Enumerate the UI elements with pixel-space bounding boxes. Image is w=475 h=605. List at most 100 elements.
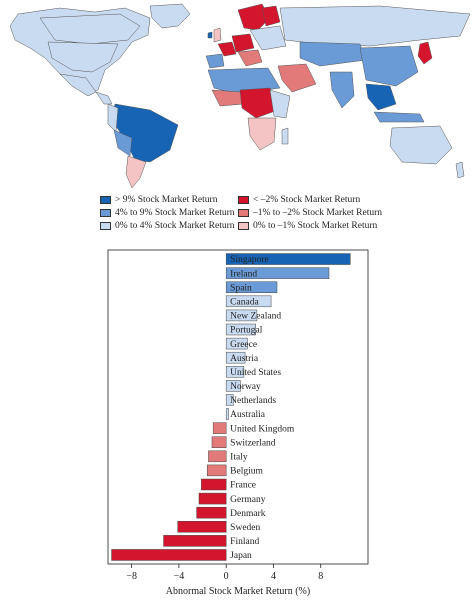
bar-label: Norway xyxy=(230,382,261,392)
bar xyxy=(225,295,272,308)
bar-chart-svg: Singapore Ireland Spain Canada New Zealand Po… xyxy=(107,249,369,597)
country-southern-africa xyxy=(247,117,277,151)
legend-item: 4% to 9% Stock Market Return xyxy=(100,208,235,218)
country-iberia xyxy=(205,53,225,69)
country-russia xyxy=(279,5,471,47)
country-peru-bolivia xyxy=(113,129,133,157)
bar-label: United States xyxy=(230,368,281,378)
country-south-america-west xyxy=(107,103,119,133)
legend-swatch xyxy=(100,196,111,204)
country-southeast-asia xyxy=(365,83,397,111)
country-madagascar xyxy=(281,127,289,145)
map-legend: > 9% Stock Market Return < –2% Stock Mark… xyxy=(0,195,475,237)
bar-label: Netherlands xyxy=(230,396,276,406)
bar xyxy=(225,394,234,406)
bar xyxy=(111,549,227,561)
country-argentina-chile xyxy=(125,155,147,189)
x-tick-label: 0 xyxy=(224,571,229,582)
x-tick-label: 8 xyxy=(318,571,323,582)
bar xyxy=(225,281,278,293)
bar-label: France xyxy=(230,481,256,491)
legend-item: > 9% Stock Market Return xyxy=(100,195,217,205)
bar-chart: Singapore Ireland Spain Canada New Zealand Po… xyxy=(0,240,475,600)
bar-label: Finland xyxy=(230,537,259,547)
bar xyxy=(225,323,256,336)
country-scandinavia xyxy=(237,3,271,31)
country-central-europe xyxy=(231,33,255,53)
bar xyxy=(225,267,330,279)
legend-item: 0% to –1% Stock Market Return xyxy=(238,221,377,231)
legend-label: 0% to 4% Stock Market Return xyxy=(115,221,235,231)
bar-label: Spain xyxy=(230,283,252,293)
x-tick-label: −8 xyxy=(126,571,137,582)
country-france xyxy=(217,41,237,57)
country-italy-balkans xyxy=(237,49,263,67)
bar xyxy=(225,253,351,265)
country-greenland xyxy=(149,3,191,29)
country-indonesia xyxy=(373,111,425,123)
bar xyxy=(225,309,258,322)
legend-swatch xyxy=(238,222,249,230)
bar-label: Singapore xyxy=(230,255,269,265)
bar xyxy=(208,450,227,463)
country-india xyxy=(329,71,355,109)
legend-swatch xyxy=(238,209,249,217)
bar xyxy=(201,478,227,491)
bar-label: Japan xyxy=(230,551,252,561)
plot-frame xyxy=(107,249,369,565)
bar-label: Denmark xyxy=(230,509,266,519)
bar-label: United Kingdom xyxy=(230,424,295,434)
bar xyxy=(163,535,227,547)
legend-swatch xyxy=(100,222,111,230)
bar-label: Sweden xyxy=(230,523,260,533)
country-central-africa xyxy=(239,87,279,119)
world-map-svg xyxy=(9,3,471,189)
bar xyxy=(196,506,227,519)
country-eastern-europe xyxy=(249,25,287,51)
bar xyxy=(207,464,227,477)
legend-swatch xyxy=(100,209,111,217)
bar-label: Austria xyxy=(230,354,259,364)
bar-label: Germany xyxy=(230,495,266,505)
bar xyxy=(212,422,227,434)
bar xyxy=(211,436,227,448)
country-central-america xyxy=(95,91,113,105)
legend-item: < –2% Stock Market Return xyxy=(238,195,360,205)
legend-label: > 9% Stock Market Return xyxy=(115,195,218,205)
bar-label: Canada xyxy=(230,298,259,308)
legend-label: 0% to –1% Stock Market Return xyxy=(253,221,378,231)
country-china xyxy=(359,45,419,87)
legend-swatch xyxy=(238,196,249,204)
legend-label: < –2% Stock Market Return xyxy=(253,195,361,205)
bar xyxy=(225,366,245,378)
legend-label: 4% to 9% Stock Market Return xyxy=(115,208,235,218)
country-united-states-region xyxy=(47,41,119,73)
bar xyxy=(177,521,227,533)
legend-label: –1% to –2% Stock Market Return xyxy=(253,208,383,218)
bar xyxy=(225,380,241,392)
legend-item: –1% to –2% Stock Market Return xyxy=(238,208,382,218)
country-middle-east xyxy=(277,63,317,93)
bar-label: Ireland xyxy=(230,269,257,279)
country-finland xyxy=(261,5,281,27)
country-south-america-east xyxy=(111,103,179,163)
country-australia xyxy=(389,125,453,165)
bar xyxy=(225,351,246,364)
country-central-asia xyxy=(299,41,367,67)
x-axis-label: Abnormal Stock Market Return (%) xyxy=(166,586,310,597)
country-japan xyxy=(417,41,433,65)
country-mexico xyxy=(59,73,97,97)
country-ireland xyxy=(207,31,213,39)
bar-label: Switzerland xyxy=(230,438,276,448)
country-west-africa xyxy=(211,89,245,107)
bar-label: Australia xyxy=(230,410,266,420)
bar xyxy=(198,492,227,505)
country-uk xyxy=(213,27,222,43)
legend-item: 0% to 4% Stock Market Return xyxy=(100,221,235,231)
bar-label: Italy xyxy=(230,453,248,463)
x-tick-label: −4 xyxy=(174,571,185,582)
world-map xyxy=(0,0,475,190)
x-tick-label: 4 xyxy=(271,571,276,582)
bar xyxy=(225,408,229,420)
bar-label: Portugal xyxy=(230,326,263,336)
